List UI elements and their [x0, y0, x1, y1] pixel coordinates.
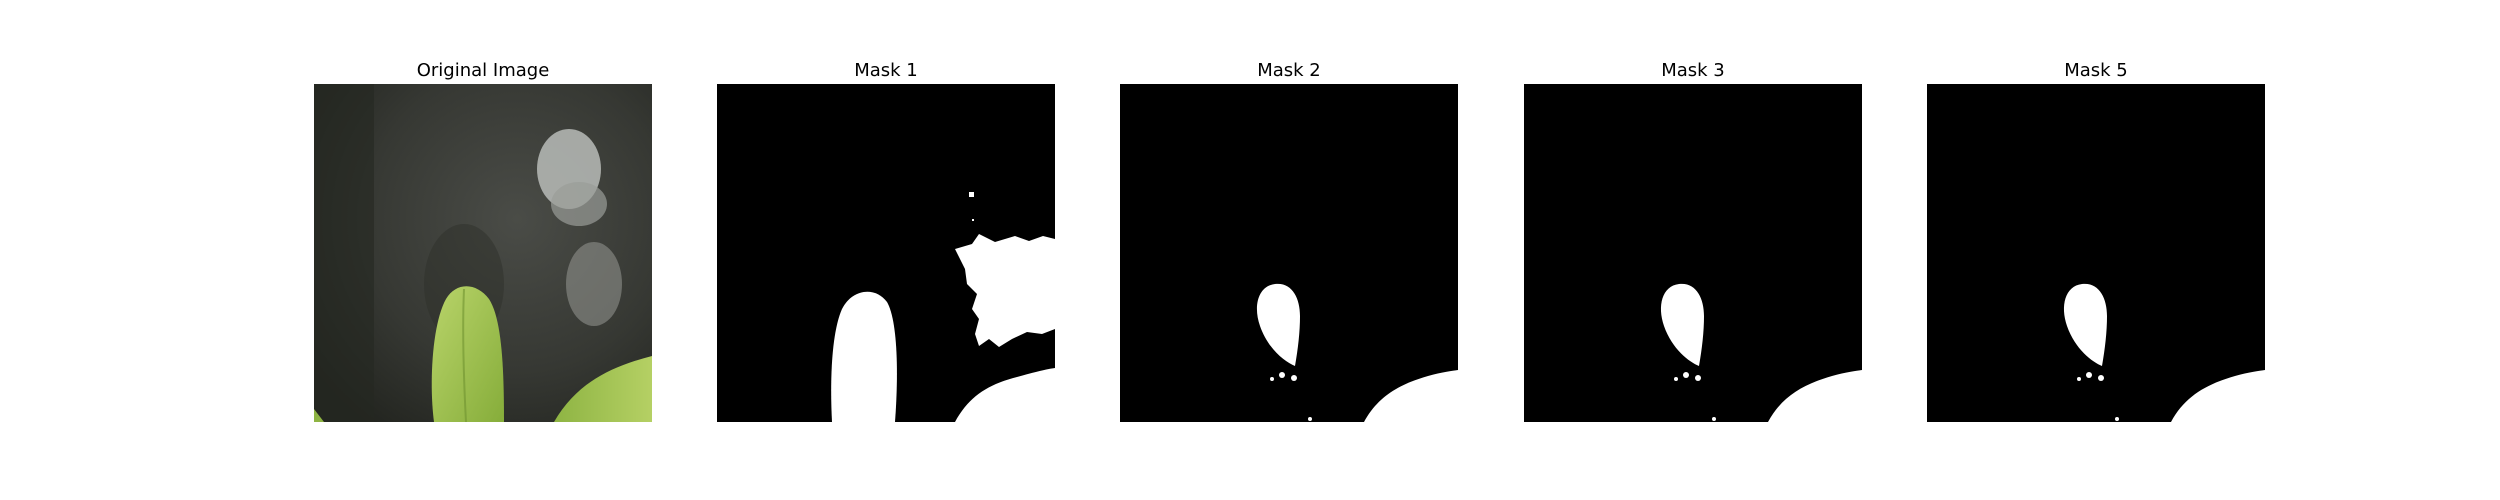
mask-background	[1524, 84, 1862, 422]
dark-edge	[314, 84, 374, 422]
original-image	[314, 84, 652, 422]
mask-speck	[1712, 417, 1716, 421]
panel-title: Mask 1	[854, 60, 918, 81]
panel-title: Mask 5	[2064, 60, 2128, 81]
mask-speck	[1683, 372, 1689, 378]
panel-title: Mask 3	[1661, 60, 1725, 81]
mask-region-right-leaf	[2171, 370, 2265, 422]
mask-2-image	[1120, 84, 1458, 422]
mask-speck	[972, 219, 974, 221]
leaf-right	[554, 356, 652, 422]
mask-speck	[2077, 377, 2081, 381]
mask-speck	[1674, 377, 1678, 381]
mask-speck	[2086, 372, 2092, 378]
mask-5-image	[1927, 84, 2265, 422]
panel-title: Mask 2	[1257, 60, 1321, 81]
mask-region-leaf	[1256, 283, 1300, 366]
mask-region-leaf	[1660, 283, 1704, 366]
leaf-vein	[462, 288, 467, 422]
light-patch-2	[551, 182, 607, 226]
mask-region-leaf	[2063, 283, 2107, 366]
mask-1-image	[717, 84, 1055, 422]
leaf-left-corner	[314, 409, 324, 422]
mask-speck	[1695, 375, 1701, 381]
mask-speck	[1308, 417, 1312, 421]
light-patch-3	[566, 242, 622, 326]
mask-speck	[1270, 377, 1274, 381]
mask-background	[1927, 84, 2265, 422]
mask-region-rock	[955, 234, 1055, 347]
mask-region-leaf	[831, 291, 897, 422]
mask-speck	[1291, 375, 1297, 381]
mask-region-right-leaf	[1768, 370, 1862, 422]
mask-background	[1120, 84, 1458, 422]
panel-title: Original Image	[416, 60, 550, 81]
mask-region-right-leaf	[955, 368, 1055, 422]
mask-speck	[2098, 375, 2104, 381]
mask-speck	[1279, 372, 1285, 378]
mask-3-image	[1524, 84, 1862, 422]
mask-region-right-leaf	[1364, 370, 1458, 422]
mask-speck	[969, 192, 974, 197]
leaf-center	[431, 286, 504, 422]
mask-speck	[2115, 417, 2119, 421]
